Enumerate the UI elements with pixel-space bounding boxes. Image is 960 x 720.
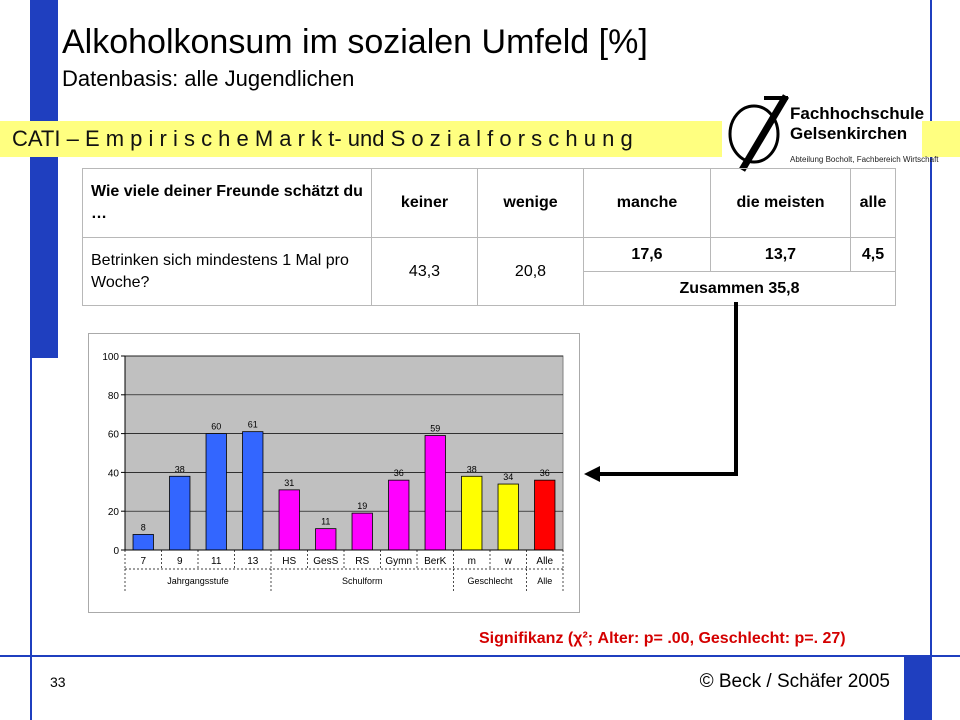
connector-arrow (584, 302, 738, 482)
x-tick-label: Gymn (385, 556, 412, 567)
bar (351, 512, 373, 551)
group-label: Schulform (342, 576, 383, 586)
bar (278, 489, 300, 551)
data-label: 59 (430, 424, 440, 434)
left-accent-bar (30, 0, 58, 358)
table-cell: 43,3 (371, 237, 478, 306)
data-label: 11 (321, 517, 330, 527)
x-tick-label: 9 (177, 556, 183, 567)
y-tick-label: 60 (108, 430, 120, 441)
logo (722, 90, 922, 172)
data-label: 8 (141, 522, 146, 532)
x-tick-label: 7 (140, 556, 146, 567)
data-label: 34 (503, 472, 513, 482)
x-tick-label: RS (355, 556, 369, 567)
right-accent-bar (904, 655, 932, 720)
left-rule (30, 358, 32, 720)
page-title: Alkoholkonsum im sozialen Umfeld [%] (62, 23, 648, 61)
banner-text: CATI – E m p i r i s c h e M a r k t- un… (12, 126, 633, 151)
slide-number: 33 (50, 674, 66, 690)
x-tick-label: m (468, 556, 476, 567)
copyright: © Beck / Schäfer 2005 (699, 671, 890, 692)
x-tick-label: BerK (424, 556, 447, 567)
data-label: 36 (540, 468, 550, 478)
data-label: 19 (357, 501, 367, 511)
logo-department: Abteilung Bocholt, Fachbereich Wirtschaf… (790, 155, 939, 164)
table-cell: 20,8 (477, 237, 584, 306)
data-label: 31 (284, 478, 294, 488)
table-col-header: manche (583, 168, 711, 238)
table-col-header: wenige (477, 168, 584, 238)
group-label: Geschlecht (467, 576, 513, 586)
table-col-header: keiner (371, 168, 478, 238)
table-cell: 17,6 (583, 237, 711, 272)
table-row-label: Betrinken sich mindestens 1 Mal pro Woch… (82, 237, 372, 306)
bar (205, 433, 227, 551)
x-tick-label: HS (282, 556, 296, 567)
data-label: 38 (175, 464, 185, 474)
data-table: Wie viele deiner Freunde schätzt du … ke… (82, 168, 896, 306)
logo-mark-icon (728, 94, 790, 172)
data-label: 36 (394, 468, 404, 478)
data-label: 60 (211, 422, 221, 432)
table-col-header: alle (850, 168, 896, 238)
data-label: 38 (467, 464, 477, 474)
table-cell: 4,5 (850, 237, 896, 272)
y-tick-label: 80 (108, 391, 120, 402)
y-tick-label: 100 (102, 352, 119, 363)
x-tick-label: Alle (536, 556, 553, 567)
x-tick-label: GesS (313, 556, 338, 567)
bar (388, 479, 410, 551)
y-tick-label: 40 (108, 468, 120, 479)
table-question-header: Wie viele deiner Freunde schätzt du … (82, 168, 372, 238)
logo-name-line2: Gelsenkirchen (790, 124, 908, 143)
x-tick-label: 13 (247, 556, 259, 567)
logo-name-line1: Fachhochschule (790, 104, 925, 123)
bar (424, 435, 446, 551)
bar (497, 483, 519, 551)
table-cell: 13,7 (710, 237, 851, 272)
bar (169, 475, 191, 551)
table-col-header: die meisten (710, 168, 851, 238)
y-tick-label: 20 (108, 507, 120, 518)
plot-area (124, 355, 564, 551)
bar (534, 479, 556, 551)
group-label: Alle (537, 576, 552, 586)
bar (315, 528, 337, 551)
x-tick-label: 11 (211, 556, 222, 567)
footer-rule (0, 655, 960, 657)
group-label: Jahrgangsstufe (167, 576, 229, 586)
page-subtitle: Datenbasis: alle Jugendlichen (62, 66, 355, 91)
x-tick-label: w (504, 556, 513, 567)
right-rule (930, 0, 932, 655)
chart: 0 20 40 60 80 100 8 38 60 61 31 11 19 36 59 38 34 36 7 9 11 1… (88, 333, 580, 613)
bar (242, 431, 264, 551)
table-combined-cell: Zusammen 35,8 (583, 271, 896, 306)
bar (461, 475, 483, 551)
significance-note: Signifikanz (χ²; Alter: p= .00, Geschlec… (479, 630, 846, 647)
data-label: 61 (248, 420, 258, 430)
y-tick-label: 0 (113, 546, 119, 557)
bar-chart: 0 20 40 60 80 100 8 38 60 61 31 11 19 36 59 38 34 36 7 9 11 1… (102, 352, 564, 591)
bar (132, 534, 154, 551)
